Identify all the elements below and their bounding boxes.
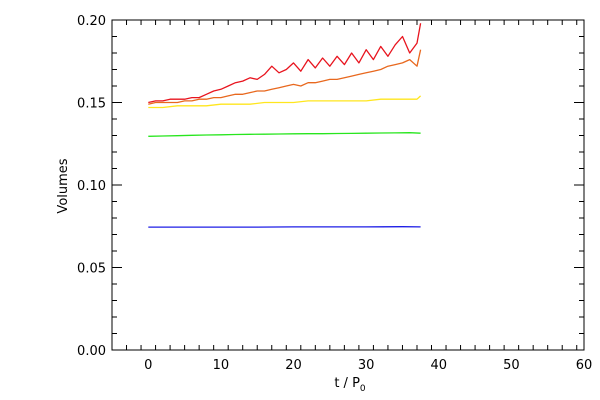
series-line-1: [148, 23, 422, 104]
y-tick-label: 0.00: [77, 344, 106, 359]
tick-labels: 0 10 20 30 40 50 60 0.00 0.05 0.10 0.15 0.20: [77, 14, 592, 373]
y-tick-label: 0.05: [77, 262, 106, 277]
series-line-3: [148, 95, 422, 109]
x-axis-title-text: t / P: [334, 376, 360, 391]
x-axis-title-subscript: 0: [360, 384, 366, 394]
y-tick-label: 0.15: [77, 97, 106, 112]
x-tick-label: 60: [576, 358, 593, 373]
series-line-2: [148, 49, 422, 105]
x-tick-label: 30: [358, 358, 375, 373]
x-tick-label: 20: [285, 358, 302, 373]
x-tick-label: 10: [213, 358, 230, 373]
axis-ticks: [111, 19, 584, 351]
y-tick-label: 0.20: [77, 14, 106, 29]
x-tick-label: 50: [503, 358, 520, 373]
plot-frame: [111, 19, 585, 351]
x-tick-label: 40: [430, 358, 447, 373]
series-line-4: [148, 132, 421, 137]
y-axis-title: Volumes: [56, 158, 71, 213]
y-tick-label: 0.10: [77, 179, 106, 194]
x-tick-label: 0: [144, 358, 152, 373]
series-group: [148, 23, 422, 228]
x-axis-title: t / P0: [334, 376, 366, 394]
